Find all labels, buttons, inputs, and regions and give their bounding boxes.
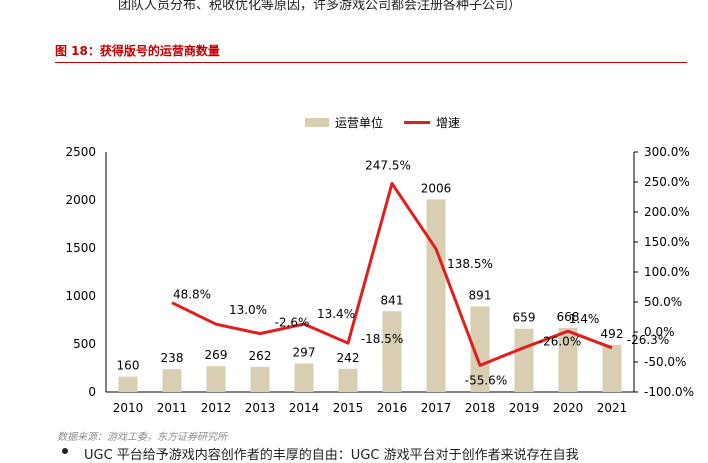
x-tick-label-2021: 2021 (597, 401, 628, 415)
bar-2010 (119, 377, 138, 392)
growth-label-2013: -2.6% (275, 316, 310, 330)
growth-label-2012: 13.0% (229, 303, 267, 317)
legend-line-label: 增速 (436, 116, 460, 130)
right-tick-label: 100.0% (644, 265, 690, 279)
right-tick-label: 150.0% (644, 235, 690, 249)
growth-label-2017: 138.5% (447, 257, 493, 271)
bullet-icon (62, 448, 68, 454)
x-tick-label-2019: 2019 (509, 401, 540, 415)
right-tick-label: 300.0% (644, 145, 690, 159)
bar-2014 (295, 363, 314, 392)
source-note: 数据来源：游戏工委，东方证券研究所 (57, 428, 227, 443)
bar-2019 (515, 329, 534, 392)
right-tick-label: -100.0% (644, 385, 694, 399)
x-tick-label-2013: 2013 (245, 401, 276, 415)
x-tick-label-2018: 2018 (465, 401, 496, 415)
growth-label-2020: 1.4% (569, 312, 600, 326)
right-tick-label: 50.0% (644, 295, 682, 309)
bar-label-2017: 2006 (421, 181, 452, 195)
bar-2013 (251, 367, 270, 392)
growth-label-2018: -55.6% (465, 373, 507, 387)
bar-label-2010: 160 (117, 359, 140, 373)
growth-label-2014: 13.4% (317, 307, 355, 321)
growth-label-2011: 48.8% (173, 288, 211, 302)
left-tick-label: 2000 (65, 193, 96, 207)
left-tick-label: 500 (73, 337, 96, 351)
bar-2016 (383, 311, 402, 392)
bar-label-2011: 238 (161, 351, 184, 365)
x-tick-label-2020: 2020 (553, 401, 584, 415)
x-tick-label-2012: 2012 (201, 401, 232, 415)
left-tick-label: 2500 (65, 145, 96, 159)
right-tick-label: 0.0% (644, 325, 675, 339)
bar-label-2021: 492 (601, 327, 624, 341)
x-tick-label-2011: 2011 (157, 401, 188, 415)
x-tick-label-2010: 2010 (113, 401, 144, 415)
bar-2021 (603, 345, 622, 392)
left-tick-label: 1500 (65, 241, 96, 255)
x-tick-label-2014: 2014 (289, 401, 320, 415)
growth-label-2016: 247.5% (365, 159, 411, 173)
legend: 运营单位 增速 (305, 115, 460, 130)
bar-2012 (207, 366, 226, 392)
bar-label-2012: 269 (205, 348, 228, 362)
bar-label-2019: 659 (513, 311, 536, 325)
bar-2011 (163, 369, 182, 392)
x-tick-label-2016: 2016 (377, 401, 408, 415)
x-tick-label-2015: 2015 (333, 401, 364, 415)
left-tick-label: 0 (88, 385, 96, 399)
bar-2017 (427, 199, 446, 392)
growth-label-2015: -18.5% (361, 332, 403, 346)
right-tick-label: 250.0% (644, 175, 690, 189)
x-tick-label-2017: 2017 (421, 401, 452, 415)
chart: 运营单位 增速 160238 269 262 297 2428412006891659 6… (0, 0, 708, 454)
bar-label-2016: 841 (381, 293, 404, 307)
bar-label-2018: 891 (469, 288, 492, 302)
bar-label-2015: 242 (337, 351, 360, 365)
bar-label-2014: 297 (293, 345, 316, 359)
right-tick-label: -50.0% (644, 355, 686, 369)
bar-2015 (339, 369, 358, 392)
right-tick-label: 200.0% (644, 205, 690, 219)
left-tick-label: 1000 (65, 289, 96, 303)
bar-label-2013: 262 (249, 349, 272, 363)
legend-bar-swatch (305, 118, 329, 127)
growth-label-2019: -26.0% (539, 335, 581, 349)
legend-bar-label: 运营单位 (335, 115, 383, 130)
